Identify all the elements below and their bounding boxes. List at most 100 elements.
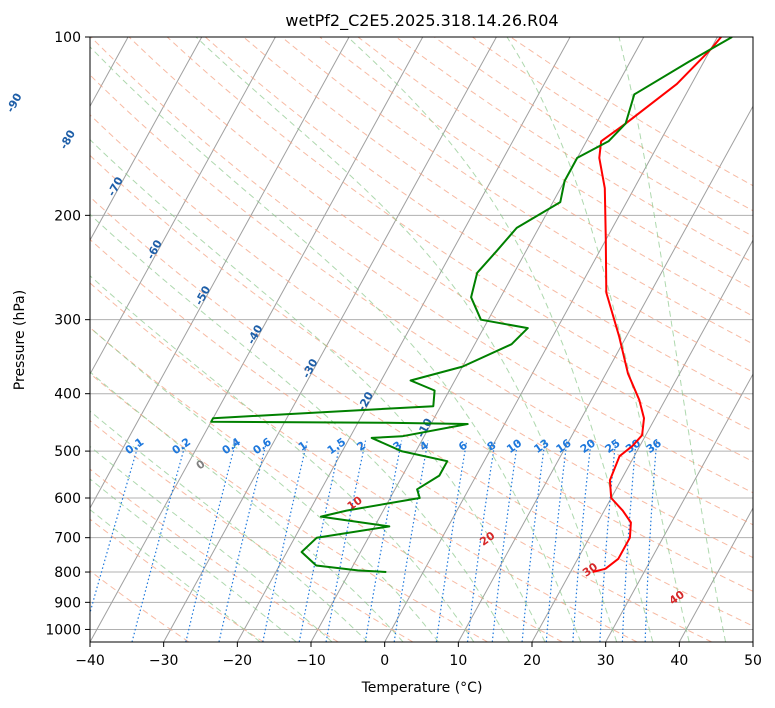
dry-adiabat-line: [90, 518, 264, 642]
isotherm-line: [236, 37, 571, 642]
mixing-ratio-line: [491, 440, 519, 642]
moist-adiabat-label: 0: [194, 457, 208, 472]
dry-adiabat-line: [90, 372, 488, 642]
dewpoint-profile-line: [210, 37, 733, 573]
dry-adiabat-line: [90, 327, 563, 642]
x-tick-label: 40: [670, 653, 688, 669]
mixing-ratio-line: [466, 440, 496, 642]
dry-adiabat-line: [90, 468, 339, 642]
dry-adiabat-line: [90, 570, 190, 642]
dry-adiabat-line: [90, 420, 414, 642]
moist-adiabat-line: [347, 37, 654, 642]
mixing-ratio-label: 0.6: [250, 435, 274, 457]
dry-adiabat-line: [281, 37, 753, 345]
mixing-ratio-line: [90, 440, 141, 615]
x-tick-label: −10: [296, 653, 326, 669]
isotherm-label: -60: [144, 237, 165, 261]
mixing-ratio-line: [644, 440, 658, 642]
chart-title: wetPf2_C2E5.2025.318.14.26.R04: [285, 11, 558, 31]
mixing-ratio-line: [435, 440, 468, 642]
mixing-ratio-line: [218, 440, 268, 642]
y-tick-label: 900: [54, 595, 81, 611]
y-axis-title: Pressure (hPa): [12, 290, 28, 390]
x-tick-label: −30: [149, 653, 179, 669]
mixing-ratio-line: [185, 440, 237, 642]
isotherm-line: [752, 640, 753, 642]
moist-adiabat-line: [90, 445, 333, 642]
y-tick-label: 500: [54, 444, 81, 460]
dry-adiabat-line: [319, 37, 753, 317]
moist-adiabat-line: [90, 508, 261, 642]
dry-adiabat-line: [90, 37, 753, 494]
y-axis: 100 200 300 400 500 600 700 800 900 1000: [45, 30, 90, 638]
isotherm-line: [90, 37, 276, 376]
moist-adiabat-line: [618, 37, 727, 642]
background-lines: [90, 37, 753, 642]
x-axis-title: Temperature (°C): [361, 680, 483, 696]
dry-adiabat-line: [90, 238, 712, 642]
isotherm-line: [90, 37, 203, 242]
dry-adiabat-line: [243, 37, 753, 373]
mixing-ratio-label: 0.4: [220, 435, 244, 457]
isotherm-line: [531, 239, 753, 642]
isotherm-label: -70: [105, 174, 126, 198]
dry-adiabat-line: [166, 37, 753, 432]
x-tick-label: 10: [449, 653, 467, 669]
y-tick-label: 1000: [45, 622, 81, 638]
moist-adiabat-line: [195, 37, 618, 642]
dry-adiabat-line: [204, 37, 753, 402]
y-tick-label: 200: [54, 208, 81, 224]
mixing-ratio-label: 1.5: [325, 435, 348, 457]
isotherm-line: [90, 37, 424, 642]
x-tick-label: 30: [597, 653, 615, 669]
moist-adiabat-line: [90, 371, 404, 642]
y-tick-label: 100: [54, 30, 81, 46]
isotherm-line: [90, 37, 350, 510]
isotherm-label: -10: [414, 416, 435, 440]
isotherm-line: [678, 507, 753, 642]
mixing-ratio-line: [298, 440, 342, 642]
isotherm-label: -40: [245, 322, 266, 346]
mixing-ratio-label: 13: [532, 437, 552, 456]
dry-adiabat-line: [90, 74, 753, 526]
moist-adiabat-line: [90, 478, 297, 642]
moist-adiabat-line: [90, 326, 439, 642]
mixing-ratio-label: 25: [603, 437, 623, 456]
mixing-ratio-line: [599, 440, 617, 642]
x-tick-label: −20: [223, 653, 253, 669]
y-tick-label: 400: [54, 387, 81, 403]
dry-adiabat-line: [357, 37, 753, 290]
dry-adiabat-line: [90, 114, 753, 559]
isotherm-label: -80: [57, 127, 78, 151]
moist-adiabat-line: [90, 46, 582, 642]
dry-adiabat-line: [90, 196, 753, 627]
moist-adiabat-line: [506, 37, 690, 642]
isotherm-line: [605, 373, 753, 642]
y-tick-label: 300: [54, 313, 81, 329]
isotherm-label: -90: [4, 91, 25, 115]
x-tick-label: 20: [523, 653, 541, 669]
mixing-ratio-line: [325, 440, 367, 642]
isotherm-line: [163, 37, 497, 642]
x-tick-label: 50: [744, 653, 762, 669]
mixing-ratio-line: [262, 440, 308, 642]
moist-adiabat-line: [90, 275, 475, 642]
dry-adiabat-line: [510, 37, 753, 187]
moist-adiabat-line: [90, 410, 369, 642]
profile-lines: [210, 37, 733, 573]
mixing-ratio-line: [545, 440, 568, 642]
line-labels: -100-90-80-70-60-50-40-30-20-100.10.20.4…: [4, 91, 687, 608]
isotherm-line: [384, 37, 718, 642]
y-tick-label: 600: [54, 491, 81, 507]
moist-adiabat-label: 20: [477, 529, 497, 549]
isotherm-line: [310, 37, 645, 642]
mixing-ratio-line: [131, 440, 187, 642]
dry-adiabat-line: [90, 154, 753, 592]
x-tick-label: −40: [75, 653, 105, 669]
moist-adiabat-label: 40: [667, 588, 687, 608]
moist-adiabat-line: [90, 138, 546, 642]
mixing-ratio-line: [364, 440, 403, 642]
mixing-ratio-line: [621, 440, 637, 642]
x-tick-label: 0: [380, 653, 389, 669]
